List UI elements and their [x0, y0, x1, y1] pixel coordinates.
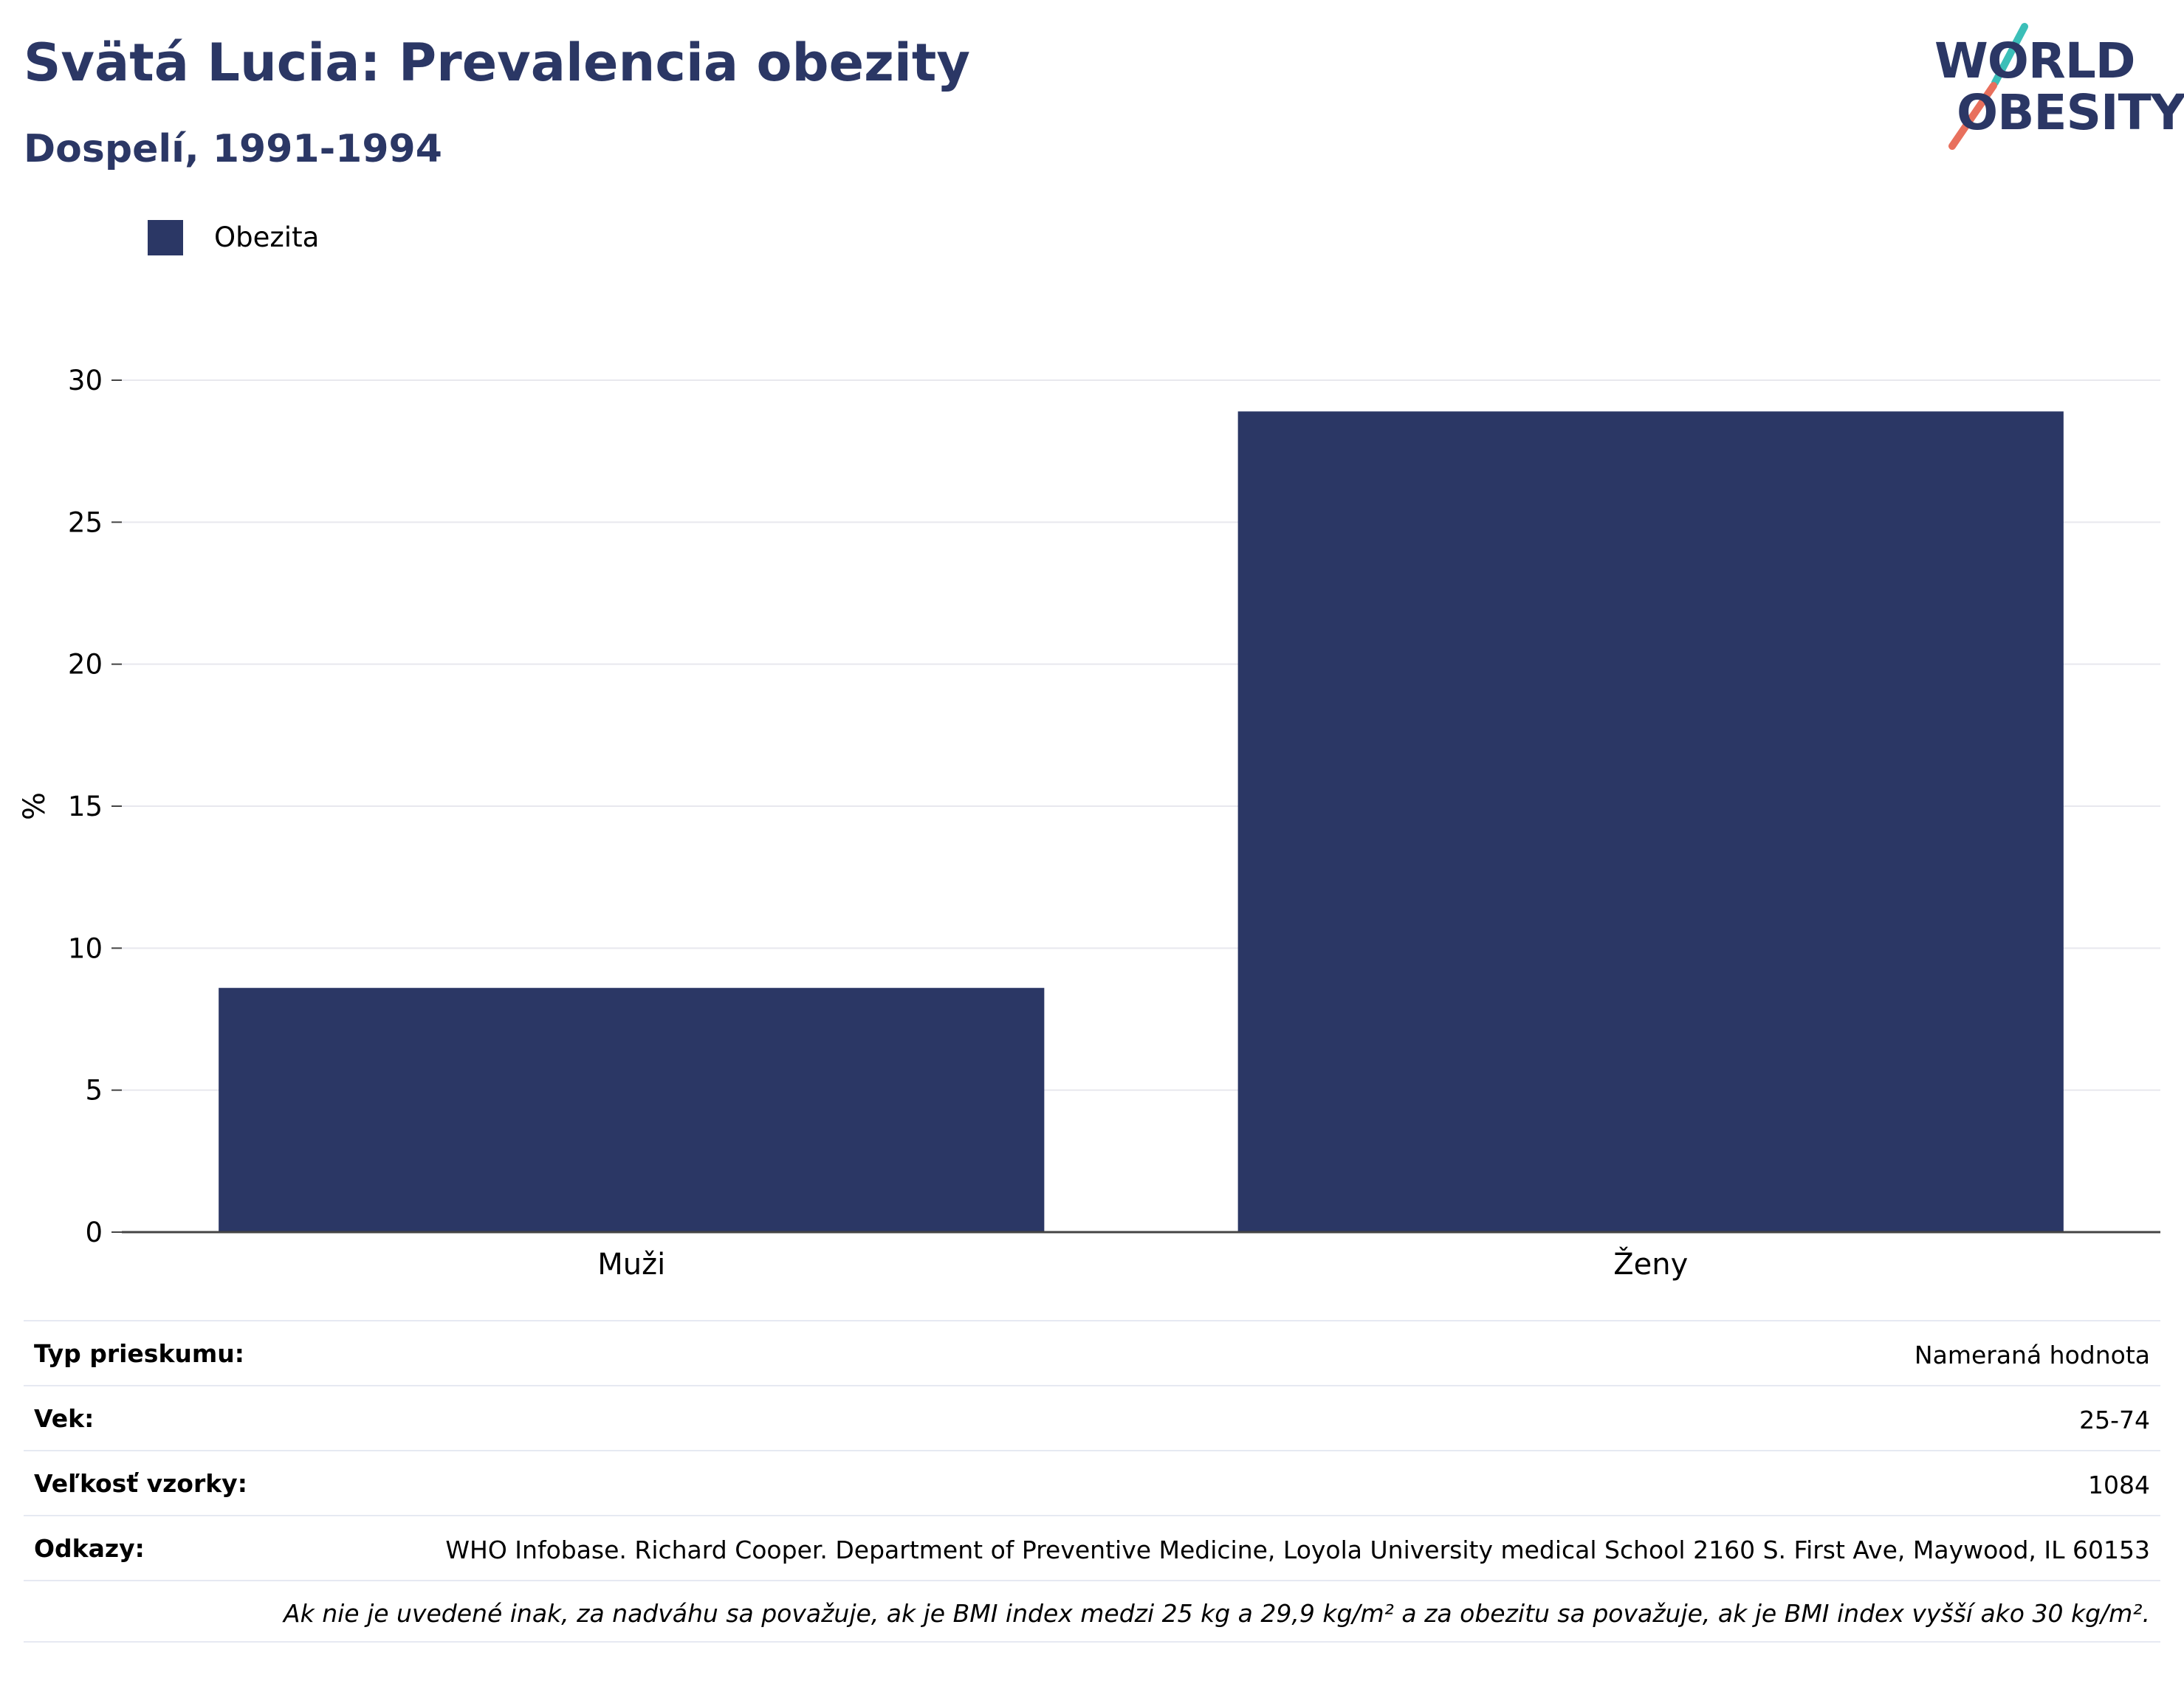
info-value: 1084	[2088, 1471, 2150, 1499]
y-tick-label: 5	[85, 1075, 103, 1107]
info-value: WHO Infobase. Richard Cooper. Department…	[445, 1536, 2150, 1564]
info-row-note: Ak nie je uvedené inak, za nadváhu sa po…	[24, 1581, 2160, 1642]
info-value: Nameraná hodnota	[1914, 1341, 2150, 1369]
info-row-survey-type: Typ prieskumu: Nameraná hodnota	[24, 1321, 2160, 1386]
logo-text-world: WORLD	[1934, 32, 2136, 89]
chart-title: Svätá Lucia: Prevalencia obezity	[24, 32, 970, 93]
definition-note: Ak nie je uvedené inak, za nadváhu sa po…	[284, 1599, 2150, 1628]
info-value: 25-74	[2079, 1406, 2150, 1434]
info-key: Vek:	[34, 1404, 95, 1433]
x-tick-label: Ženy	[1613, 1246, 1688, 1282]
info-row-sample-size: Veľkosť vzorky: 1084	[24, 1451, 2160, 1516]
y-tick-label: 10	[68, 932, 103, 964]
x-tick-label: Muži	[597, 1248, 665, 1282]
y-tick-label: 15	[68, 791, 103, 822]
info-row-references: Odkazy: WHO Infobase. Richard Cooper. De…	[24, 1516, 2160, 1581]
survey-info-table: Typ prieskumu: Nameraná hodnota Vek: 25-…	[24, 1320, 2160, 1643]
info-row-age: Vek: 25-74	[24, 1386, 2160, 1451]
y-tick-label: 30	[68, 365, 103, 396]
legend-label: Obezita	[214, 221, 320, 253]
info-key: Odkazy:	[34, 1534, 145, 1563]
logo-text-obesity: OBESITY	[1957, 84, 2184, 141]
y-tick-label: 0	[85, 1217, 103, 1248]
chart-subtitle: Dospelí, 1991-1994	[24, 127, 442, 171]
y-tick-label: 25	[68, 506, 103, 538]
y-axis-label: %	[18, 792, 52, 820]
info-key: Veľkosť vzorky:	[34, 1469, 247, 1498]
world-obesity-logo: WORLD OBESITY	[1920, 22, 2184, 155]
logo-slash-icon	[1948, 23, 2028, 150]
bar	[1237, 411, 2064, 1232]
bar	[219, 988, 1045, 1232]
y-tick-label: 20	[68, 649, 103, 681]
info-key: Typ prieskumu:	[34, 1339, 244, 1368]
legend-swatch	[148, 220, 183, 255]
bar-chart: 0 5 10 15 20 25 30% Muži Ženy	[18, 365, 2160, 1282]
